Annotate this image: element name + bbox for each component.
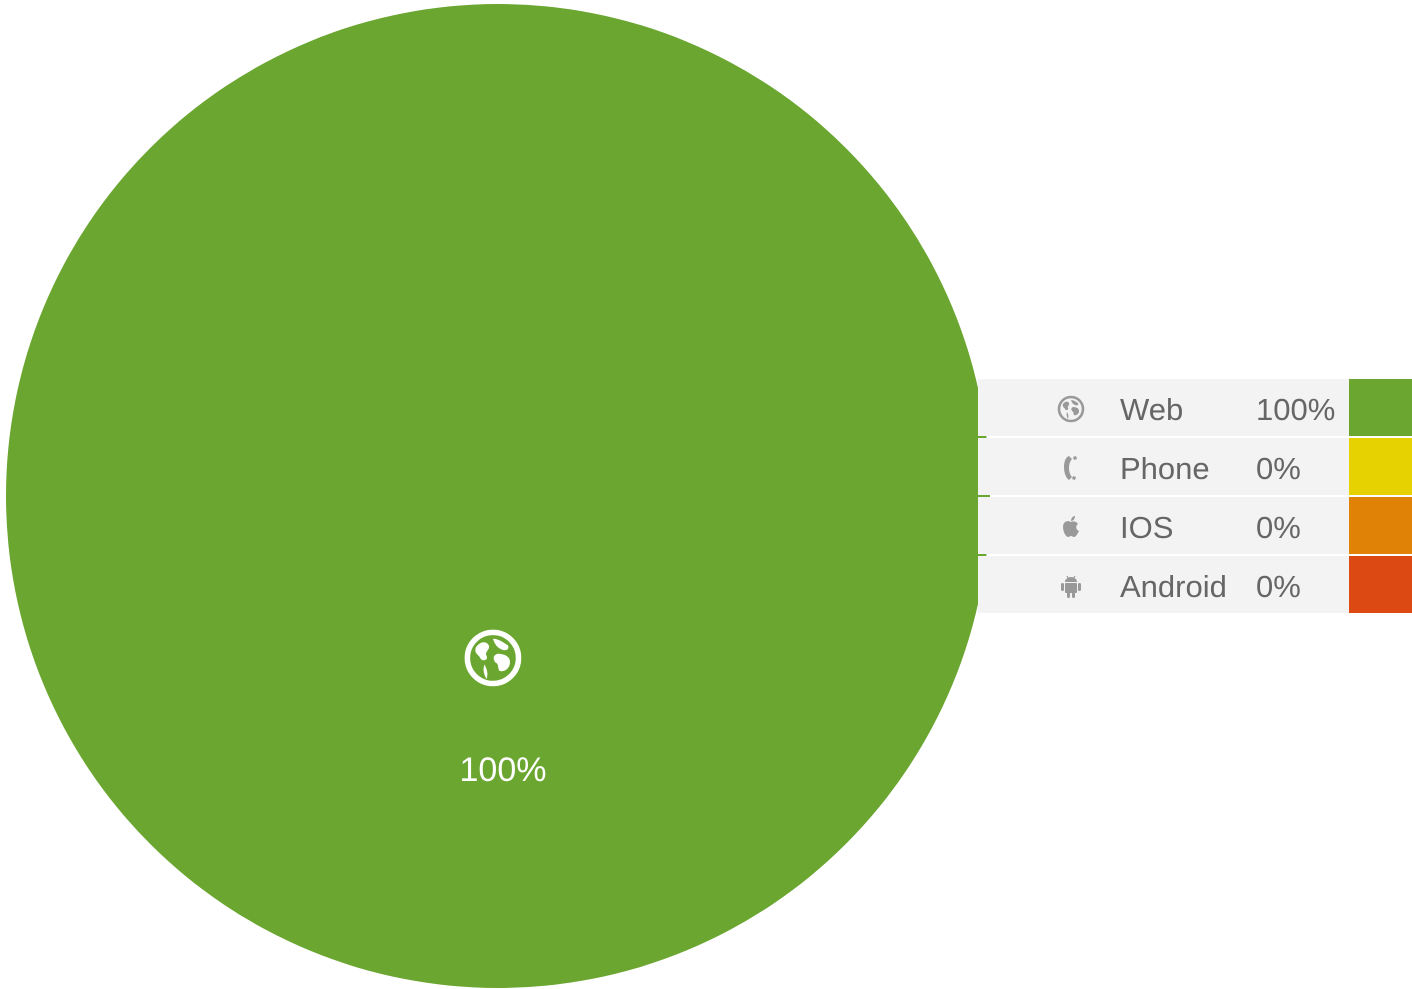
legend-row-phone[interactable]: Phone 0% xyxy=(978,438,1412,495)
slice-percent-label: 100% xyxy=(460,751,547,789)
legend-value: 0% xyxy=(1256,569,1301,604)
android-icon xyxy=(1056,571,1086,601)
chart-legend: Web 100% Phone 0% IOS 0% Android 0% xyxy=(978,379,1412,615)
legend-swatch xyxy=(1349,438,1412,495)
legend-swatch xyxy=(1349,497,1412,554)
legend-value: 0% xyxy=(1256,510,1301,545)
legend-value: 0% xyxy=(1256,451,1301,486)
legend-label: Android xyxy=(1120,569,1227,604)
legend-row-android[interactable]: Android 0% xyxy=(978,556,1412,613)
legend-row-web[interactable]: Web 100% xyxy=(978,379,1412,436)
apple-icon xyxy=(1056,512,1086,542)
legend-value: 100% xyxy=(1256,392,1336,427)
globe-icon xyxy=(1056,394,1086,424)
legend-label: Web xyxy=(1120,392,1184,427)
pie-slice-web[interactable] xyxy=(6,4,990,988)
globe-icon xyxy=(464,629,522,687)
legend-swatch xyxy=(1349,556,1412,613)
phone-icon xyxy=(1056,453,1086,483)
legend-label: IOS xyxy=(1120,510,1174,545)
legend-row-ios[interactable]: IOS 0% xyxy=(978,497,1412,554)
legend-swatch xyxy=(1349,379,1412,436)
legend-label: Phone xyxy=(1120,451,1210,486)
